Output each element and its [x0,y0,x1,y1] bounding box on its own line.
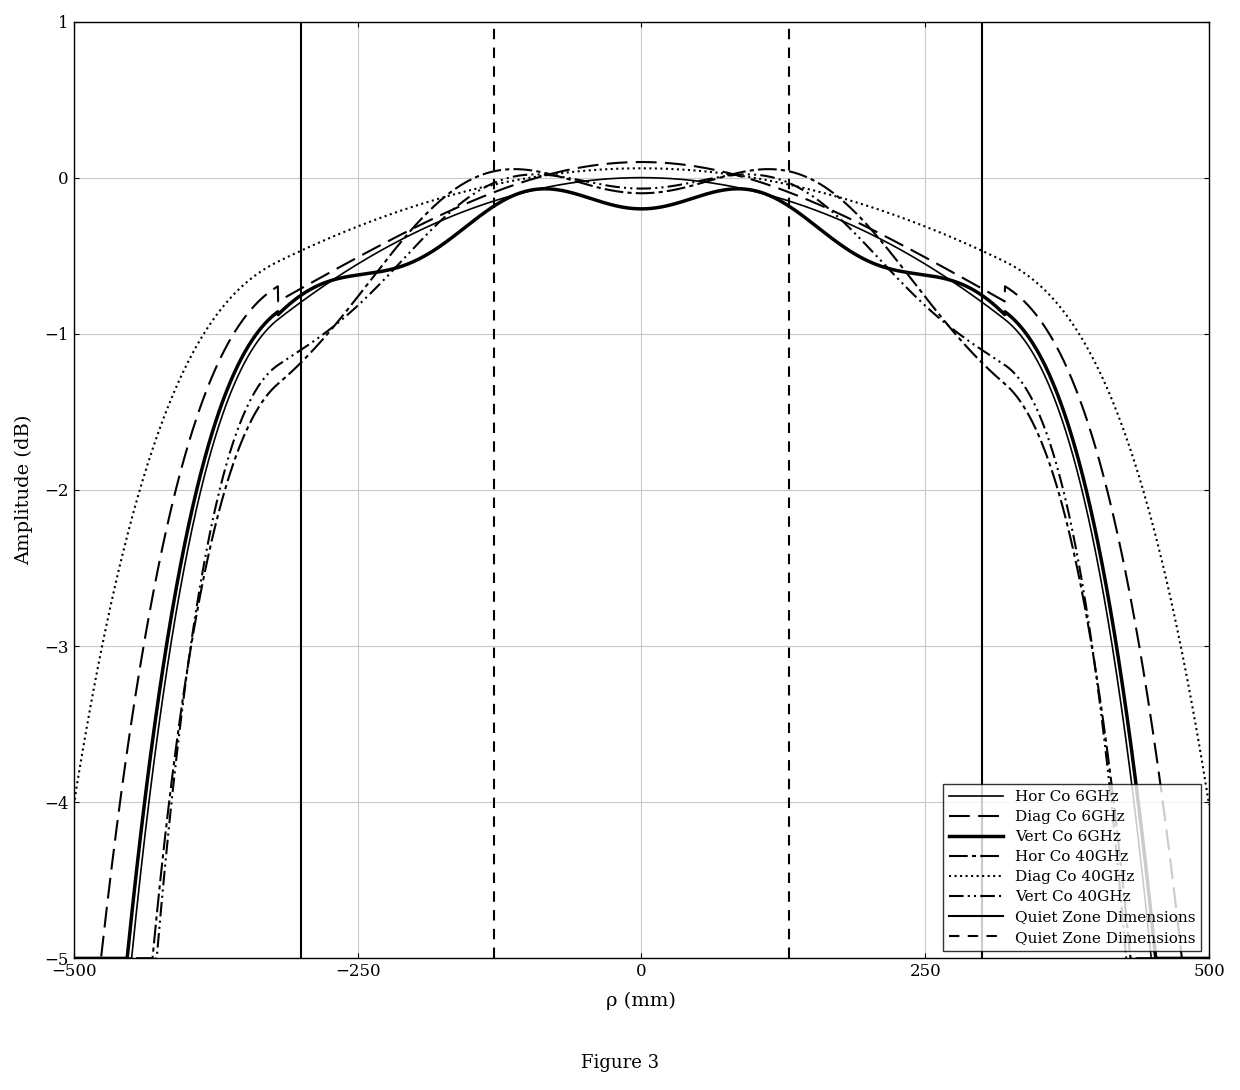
Vert Co 40GHz [740,168,755,181]
Vert Co 40GHz [552,170,567,183]
Diag Co 6GHz [552,166,567,179]
Hor Co 40GHz [892,256,906,269]
Diag Co 40GHz [634,161,649,174]
Hor Co 40GHz [1202,952,1216,965]
Diag Co 40GHz [552,167,567,180]
Vert Co 40GHz [1202,952,1216,965]
Hor Co 6GHz [605,172,620,185]
Hor Co 40GHz [543,168,558,181]
Hor Co 40GHz [1167,952,1182,965]
Vert Co 6GHz [1167,952,1182,965]
Diag Co 40GHz [1167,609,1182,622]
Vert Co 6GHz [1111,650,1126,663]
Hor Co 6GHz [543,180,558,193]
Hor Co 40GHz [66,952,81,965]
Diag Co 6GHz [892,237,906,250]
Hor Co 6GHz [634,171,649,184]
Diag Co 6GHz [66,952,81,965]
Line: Hor Co 6GHz: Hor Co 6GHz [73,178,1209,958]
Vert Co 40GHz [605,180,620,193]
Line: Hor Co 40GHz: Hor Co 40GHz [73,169,1209,958]
Vert Co 6GHz [1202,952,1216,965]
Hor Co 40GHz [1111,832,1126,845]
Legend: Hor Co 6GHz, Diag Co 6GHz, Vert Co 6GHz, Hor Co 40GHz, Diag Co 40GHz, Vert Co 40: Hor Co 6GHz, Diag Co 6GHz, Vert Co 6GHz,… [944,784,1202,950]
Diag Co 40GHz [66,799,81,812]
Diag Co 6GHz [605,157,620,170]
Vert Co 40GHz [892,274,906,287]
Diag Co 40GHz [1111,409,1126,422]
Vert Co 40GHz [543,169,558,182]
Vert Co 6GHz [66,952,81,965]
Diag Co 40GHz [892,210,906,223]
Diag Co 6GHz [1202,952,1216,965]
Vert Co 40GHz [1167,952,1182,965]
Vert Co 40GHz [66,952,81,965]
Hor Co 6GHz [1167,952,1182,965]
Diag Co 40GHz [605,162,620,175]
Diag Co 6GHz [1167,888,1182,901]
Hor Co 6GHz [66,952,81,965]
Vert Co 6GHz [552,183,567,196]
Line: Diag Co 40GHz: Diag Co 40GHz [73,168,1209,806]
Hor Co 6GHz [1111,677,1126,690]
Diag Co 40GHz [543,168,558,181]
Vert Co 6GHz [543,182,558,195]
Text: Figure 3: Figure 3 [580,1054,660,1073]
Vert Co 40GHz [1111,862,1126,875]
Hor Co 40GHz [605,184,620,197]
Hor Co 6GHz [892,242,906,255]
Diag Co 6GHz [543,168,558,181]
Hor Co 6GHz [1202,952,1216,965]
Hor Co 6GHz [552,179,567,192]
Line: Vert Co 40GHz: Vert Co 40GHz [73,174,1209,958]
Vert Co 6GHz [730,182,745,195]
Diag Co 6GHz [634,156,649,169]
Diag Co 6GHz [1111,530,1126,543]
Diag Co 40GHz [1202,799,1216,812]
X-axis label: ρ (mm): ρ (mm) [606,991,676,1009]
Line: Vert Co 6GHz: Vert Co 6GHz [73,189,1209,958]
Hor Co 40GHz [761,162,776,175]
Vert Co 6GHz [605,198,620,211]
Y-axis label: Amplitude (dB): Amplitude (dB) [15,415,33,565]
Hor Co 40GHz [552,170,567,183]
Line: Diag Co 6GHz: Diag Co 6GHz [73,162,1209,958]
Vert Co 6GHz [892,265,906,278]
